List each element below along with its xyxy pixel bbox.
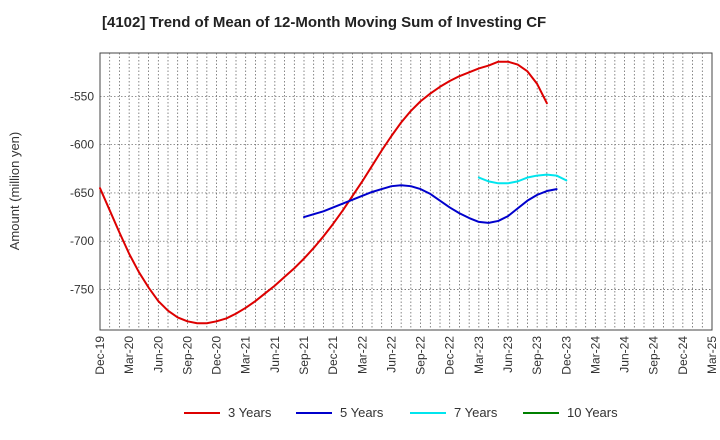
- legend-item-3-years: 3 Years: [184, 405, 271, 420]
- series-line-3-years: [99, 60, 548, 325]
- legend-label-10-years: 10 Years: [567, 405, 618, 420]
- x-tick-label: Sep-22: [414, 336, 428, 375]
- series-lines: [99, 60, 568, 325]
- x-tick-label: Dec-24: [676, 336, 690, 375]
- x-tick-label: Mar-24: [588, 336, 602, 374]
- series-line-5-years: [303, 184, 558, 224]
- y-tick-label: -750: [70, 282, 94, 296]
- legend: 3 Years 5 Years 7 Years 10 Years: [0, 405, 720, 425]
- legend-swatch-3-years: [184, 411, 220, 414]
- x-tick-label: Dec-20: [210, 336, 224, 375]
- legend-label-7-years: 7 Years: [454, 405, 498, 420]
- y-tick-label: -600: [70, 138, 94, 152]
- x-tick-label: Sep-21: [297, 336, 311, 375]
- chart-title: [4102] Trend of Mean of 12-Month Moving …: [102, 14, 547, 31]
- legend-swatch-5-years: [296, 411, 332, 414]
- x-tick-label: Mar-22: [355, 336, 369, 374]
- x-tick-label: Mar-21: [239, 336, 253, 374]
- x-tick-label: Mar-20: [122, 336, 136, 374]
- legend-label-5-years: 5 Years: [340, 405, 384, 420]
- legend-swatch-7-years: [410, 411, 446, 414]
- x-tick-label: Sep-20: [180, 336, 194, 375]
- y-tick-label: -550: [70, 89, 94, 103]
- y-tick-label: -650: [70, 186, 94, 200]
- x-tick-label: Sep-23: [530, 336, 544, 375]
- x-axis-ticks: Dec-19 Mar-20 Jun-20 Sep-20 Dec-20 Mar-21 Jun-…: [93, 336, 719, 375]
- x-tick-label: Dec-19: [93, 336, 107, 375]
- legend-item-5-years: 5 Years: [296, 405, 383, 420]
- x-tick-label: Sep-24: [647, 336, 661, 375]
- plot-area: [99, 52, 713, 331]
- y-tick-label: -700: [70, 234, 94, 248]
- x-tick-label: Jun-24: [618, 336, 632, 373]
- y-axis-ticks: -550 -600 -650 -700 -750: [70, 89, 94, 296]
- series-line-7-years: [477, 173, 568, 185]
- x-tick-label: Dec-21: [326, 336, 340, 375]
- x-tick-label: Jun-21: [268, 336, 282, 373]
- x-tick-label: Mar-25: [705, 336, 719, 374]
- x-tick-label: Dec-23: [559, 336, 573, 375]
- x-tick-label: Dec-22: [443, 336, 457, 375]
- grid-lines: [100, 53, 712, 330]
- legend-item-10-years: 10 Years: [523, 405, 618, 420]
- y-axis-label: Amount (million yen): [7, 132, 22, 251]
- x-tick-label: Mar-23: [472, 336, 486, 374]
- legend-item-7-years: 7 Years: [410, 405, 497, 420]
- x-tick-label: Jun-23: [501, 336, 515, 373]
- x-tick-label: Jun-20: [151, 336, 165, 373]
- legend-label-3-years: 3 Years: [228, 405, 272, 420]
- legend-swatch-10-years: [523, 411, 559, 414]
- x-tick-label: Jun-22: [384, 336, 398, 373]
